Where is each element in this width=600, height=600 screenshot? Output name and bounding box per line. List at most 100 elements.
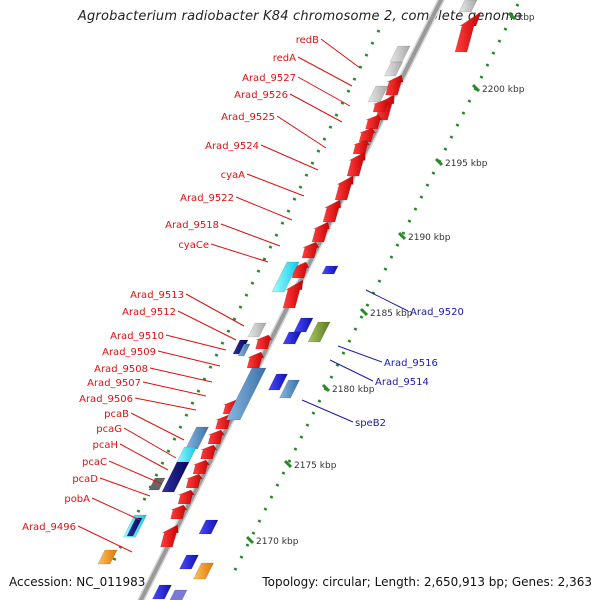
scale-dot bbox=[365, 303, 370, 307]
forward-gene bbox=[385, 74, 404, 96]
scale-dot bbox=[491, 51, 496, 55]
leader-line bbox=[329, 359, 374, 382]
feature-dot bbox=[304, 173, 309, 177]
gene-grey bbox=[389, 45, 411, 63]
gene-orange bbox=[193, 562, 214, 580]
scale-dot bbox=[395, 243, 400, 247]
gene-cyan bbox=[271, 261, 300, 293]
gene-label-pobA: pobA bbox=[64, 494, 90, 505]
gene-label-pcaH: pcaH bbox=[93, 440, 119, 451]
gene-label-Arad_9527: Arad_9527 bbox=[242, 73, 296, 84]
reverse-gene bbox=[321, 265, 339, 275]
feature-dot bbox=[322, 137, 327, 141]
forward-gene bbox=[322, 199, 342, 223]
forward-gene bbox=[255, 334, 273, 350]
scale-label: 2185 kbp bbox=[370, 309, 413, 319]
gene-steel bbox=[225, 367, 267, 421]
gene-navy bbox=[232, 339, 249, 355]
scale-dot bbox=[305, 423, 310, 427]
leader-line bbox=[260, 144, 319, 171]
forward-gene bbox=[192, 459, 211, 475]
gene-label-Arad_9509: Arad_9509 bbox=[102, 347, 156, 358]
feature-dot bbox=[286, 209, 291, 213]
leader-line bbox=[276, 115, 327, 149]
gene-label-Arad_9525: Arad_9525 bbox=[221, 112, 275, 123]
feature-dot bbox=[370, 41, 375, 45]
reverse-gene bbox=[198, 519, 219, 535]
gene-steel bbox=[237, 343, 251, 357]
gene-label-pcaB: pcaB bbox=[104, 409, 129, 420]
gene-label-Arad_9496: Arad_9496 bbox=[22, 522, 76, 533]
scale-major-tick bbox=[471, 83, 481, 93]
leader-line bbox=[130, 412, 185, 441]
scale-label: 2200 kbp bbox=[482, 85, 525, 95]
forward-gene bbox=[177, 489, 196, 505]
scale-dot bbox=[245, 543, 250, 547]
feature-dot bbox=[328, 125, 333, 129]
leader-line bbox=[99, 477, 151, 497]
feature-dot bbox=[232, 317, 237, 321]
gene-label-pcaC: pcaC bbox=[82, 457, 107, 468]
feature-dot bbox=[346, 89, 351, 93]
feature-dot bbox=[184, 413, 189, 417]
leader-line bbox=[337, 345, 383, 363]
leader-line bbox=[157, 350, 221, 367]
forward-gene bbox=[352, 139, 371, 155]
forward-gene bbox=[372, 99, 390, 113]
feature-dot bbox=[178, 425, 183, 429]
feature-dot bbox=[280, 221, 285, 225]
forward-gene bbox=[246, 351, 265, 369]
scale-dot bbox=[401, 231, 406, 235]
gene-orange bbox=[97, 549, 118, 565]
scale-dot bbox=[275, 483, 280, 487]
scale-major-tick bbox=[321, 383, 331, 393]
scale-dot bbox=[353, 327, 358, 331]
scale-label: 2180 kbp bbox=[332, 385, 375, 395]
leader-line bbox=[149, 367, 213, 383]
gene-label-Arad_9510: Arad_9510 bbox=[110, 331, 164, 342]
scale-dot bbox=[239, 555, 244, 559]
feature-dot bbox=[274, 233, 279, 237]
forward-gene bbox=[346, 151, 366, 177]
accession-text: Accession: NC_011983 bbox=[9, 575, 146, 589]
forward-gene bbox=[301, 241, 320, 259]
gene-label-cyaCe: cyaCe bbox=[178, 240, 209, 251]
feature-dot bbox=[334, 113, 339, 117]
scale-dot bbox=[377, 279, 382, 283]
scale-major-tick bbox=[283, 459, 293, 469]
reverse-gene bbox=[169, 589, 188, 600]
leader-line bbox=[165, 334, 227, 351]
feature-dot bbox=[262, 257, 267, 261]
leader-line bbox=[77, 525, 133, 553]
scale-label: kbp bbox=[518, 13, 535, 23]
leader-line bbox=[297, 56, 353, 87]
scale-label: 2170 kbp bbox=[256, 537, 299, 547]
scale-dot bbox=[443, 147, 448, 151]
leader-line bbox=[123, 427, 177, 459]
gene-label-Arad_9513: Arad_9513 bbox=[130, 290, 184, 301]
forward-gene bbox=[334, 175, 354, 201]
gene-grey bbox=[458, 0, 478, 13]
scale-dot bbox=[455, 123, 460, 127]
leader-line bbox=[246, 173, 305, 197]
scale-dot bbox=[407, 219, 412, 223]
map-title: Agrobacterium radiobacter K84 chromosome… bbox=[77, 9, 523, 24]
gene-steel bbox=[185, 426, 209, 450]
feature-dot bbox=[352, 77, 357, 81]
feature-dot bbox=[196, 389, 201, 393]
feature-dot bbox=[160, 461, 165, 465]
scale-dot bbox=[299, 435, 304, 439]
gene-grey bbox=[367, 85, 389, 103]
scale-dot bbox=[257, 519, 262, 523]
leader-line bbox=[91, 497, 141, 521]
feature-dot bbox=[136, 509, 141, 513]
feature-dot bbox=[292, 197, 297, 201]
gene-label-Arad_9526: Arad_9526 bbox=[234, 90, 288, 101]
scale-dot bbox=[269, 495, 274, 499]
gene-label-speB2: speB2 bbox=[355, 418, 386, 429]
scale-dot bbox=[293, 447, 298, 451]
gene-label-cyaA: cyaA bbox=[221, 170, 246, 181]
leader-line bbox=[108, 460, 163, 485]
gene-grey bbox=[247, 322, 267, 338]
scale-dot bbox=[359, 315, 364, 319]
